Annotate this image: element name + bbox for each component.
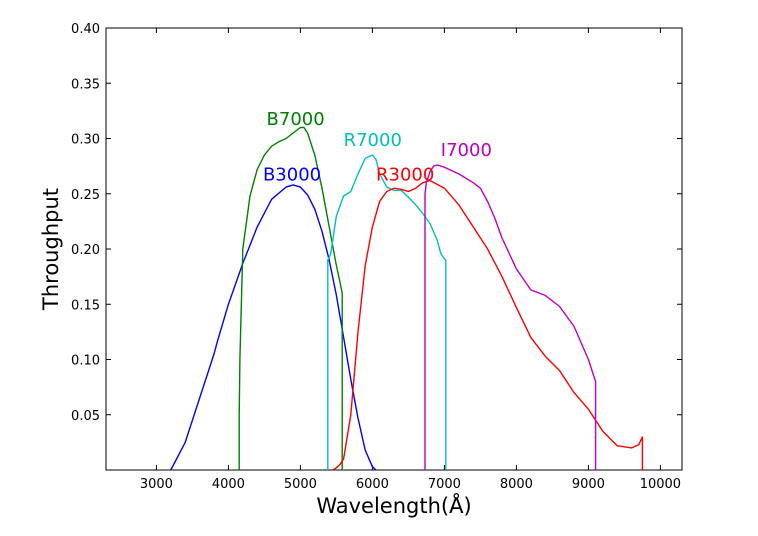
x-axis-ticks: 3000 4000 5000 6000 7000 8000 9000 10000 — [140, 28, 681, 492]
y-tick-label: 0.05 — [71, 409, 100, 424]
series-labels: B3000 B7000 R7000 R3000 I7000 — [263, 109, 492, 185]
series-label-r3000: R3000 — [376, 164, 434, 185]
x-axis-title: Wavelength(Å) — [316, 492, 471, 518]
y-tick-label: 0.20 — [71, 243, 100, 258]
series-label-b3000: B3000 — [263, 164, 321, 185]
series-label-i7000: I7000 — [441, 140, 492, 161]
y-tick-label: 0.25 — [71, 188, 100, 203]
x-tick-label: 8000 — [500, 477, 533, 492]
y-axis-ticks: 0.05 0.10 0.15 0.20 0.25 0.30 0.35 0.40 — [71, 22, 682, 424]
series-line-r3000 — [332, 179, 644, 471]
x-tick-label: 10000 — [640, 477, 681, 492]
series-layer — [170, 126, 644, 471]
x-tick-label: 9000 — [572, 477, 605, 492]
x-tick-label: 4000 — [212, 477, 245, 492]
series-line-b3000 — [170, 184, 377, 471]
x-tick-label: 6000 — [356, 477, 389, 492]
y-tick-label: 0.40 — [71, 22, 100, 37]
x-tick-label: 5000 — [284, 477, 317, 492]
y-tick-label: 0.10 — [71, 354, 100, 369]
y-axis-title: Throughput — [39, 188, 63, 311]
series-line-i7000 — [424, 164, 597, 470]
series-line-r7000 — [327, 154, 447, 470]
series-line-b7000 — [238, 126, 343, 470]
y-tick-label: 0.30 — [71, 133, 100, 148]
x-tick-label: 3000 — [140, 477, 173, 492]
y-tick-label: 0.15 — [71, 298, 100, 313]
y-tick-label: 0.35 — [71, 77, 100, 92]
x-tick-label: 7000 — [428, 477, 461, 492]
series-label-r7000: R7000 — [344, 130, 402, 151]
series-label-b7000: B7000 — [267, 109, 325, 130]
